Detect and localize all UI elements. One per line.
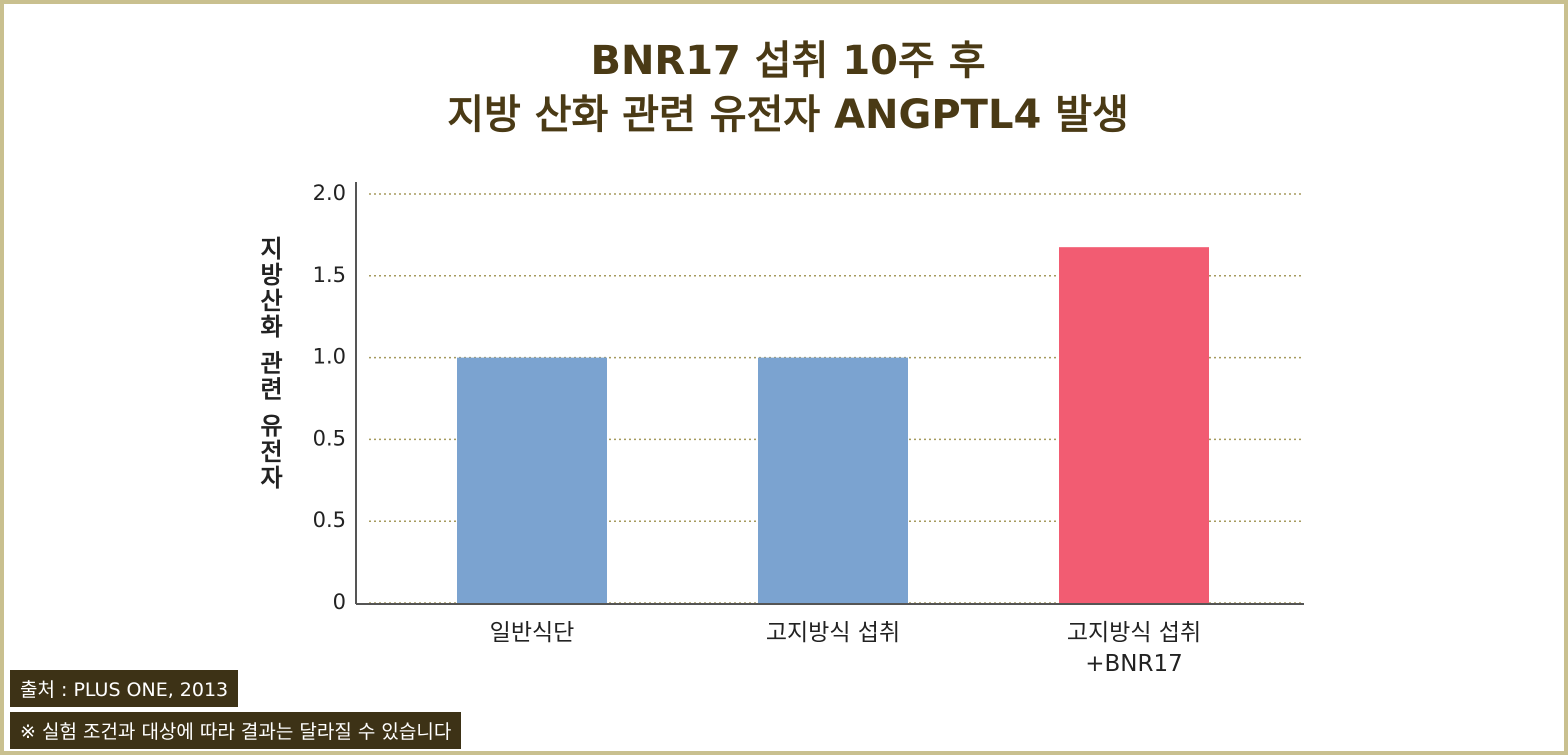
chart-title: BNR17 섭취 10주 후 [590, 38, 986, 84]
chart-title: 지방 산화 관련 유전자 ANGPTL4 발생 [447, 92, 1129, 138]
bar [457, 357, 607, 603]
bar [1059, 247, 1209, 604]
bar [758, 357, 908, 603]
y-tick-label: 0.5 [313, 426, 346, 450]
y-tick-label: 1.5 [313, 263, 346, 287]
y-axis-label: 지방산화 관련 유전자 [255, 236, 283, 491]
x-tick-label: 고지방식 섭취 +BNR17 [1066, 620, 1202, 678]
note: ※ 실험 조건과 대상에 따라 결과는 달라질 수 있습니다 [10, 712, 462, 749]
y-tick-label: 0.5 [313, 508, 346, 532]
y-tick-label: 2.0 [313, 181, 346, 205]
plot: 2.0 1.5 1.0 0.5 0.5 0 [313, 181, 1304, 614]
source: 출처 : PLUS ONE, 2013 [10, 670, 239, 707]
x-tick-label: 일반식단 [489, 620, 575, 646]
y-tick-label: 1.0 [313, 345, 346, 369]
y-tick-label: 0 [333, 590, 346, 614]
x-tick-label: 고지방식 섭취 [765, 620, 901, 646]
